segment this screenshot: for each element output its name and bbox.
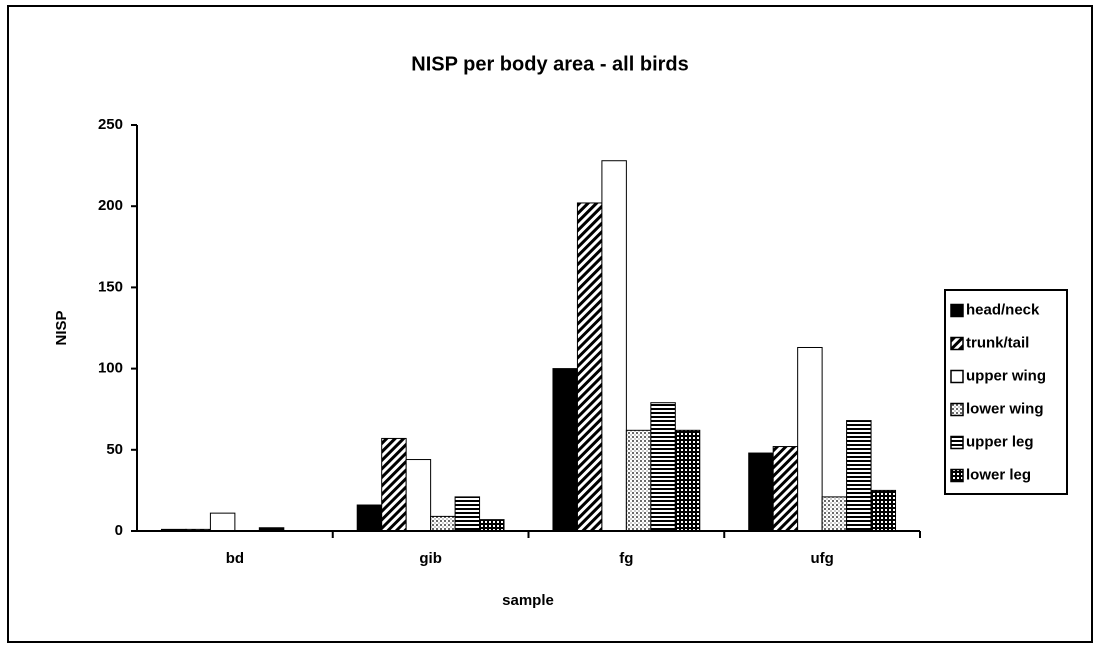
legend-label: trunk/tail [966,334,1029,351]
legend-label: lower leg [966,466,1031,483]
y-tick-label: 250 [98,116,123,133]
legend-swatch [950,402,964,417]
legend-swatch [950,336,964,351]
legend-box [944,289,1068,495]
x-axis-label: sample [502,592,554,609]
frame [7,5,1093,643]
bar [821,496,848,532]
bar [870,489,897,532]
bar [430,515,456,532]
x-tick-label: bd [226,550,244,567]
x-tick-label: ufg [810,550,833,567]
y-tick-label: 200 [98,197,123,214]
legend-label: lower wing [966,400,1044,417]
bar [797,346,823,532]
bar [748,452,774,532]
x-tick-label: fg [619,550,633,567]
bar [625,429,652,532]
bar [601,160,627,532]
bar [846,420,872,532]
chart-title: NISP per body area - all birds [411,53,689,75]
legend-swatch [950,468,964,483]
bar [381,437,407,532]
bar [454,496,481,532]
legend-label: upper leg [966,433,1034,450]
y-tick-label: 50 [106,441,123,458]
bar [650,402,676,532]
bar [674,429,701,532]
y-tick-label: 100 [98,360,123,377]
bar [356,504,383,532]
bar [209,512,236,532]
y-tick-label: 150 [98,278,123,295]
bar [576,202,603,532]
legend-swatch [950,369,964,384]
legend-swatch [950,303,964,318]
legend-label: head/neck [966,301,1040,318]
bar [405,459,432,532]
x-tick-label: gib [419,550,442,567]
bar [479,519,505,532]
y-tick-label: 0 [115,522,123,539]
y-axis-label: NISP [53,310,70,345]
legend-swatch [950,435,964,450]
bar [772,446,799,532]
legend-label: upper wing [966,367,1046,384]
bar [552,368,578,532]
